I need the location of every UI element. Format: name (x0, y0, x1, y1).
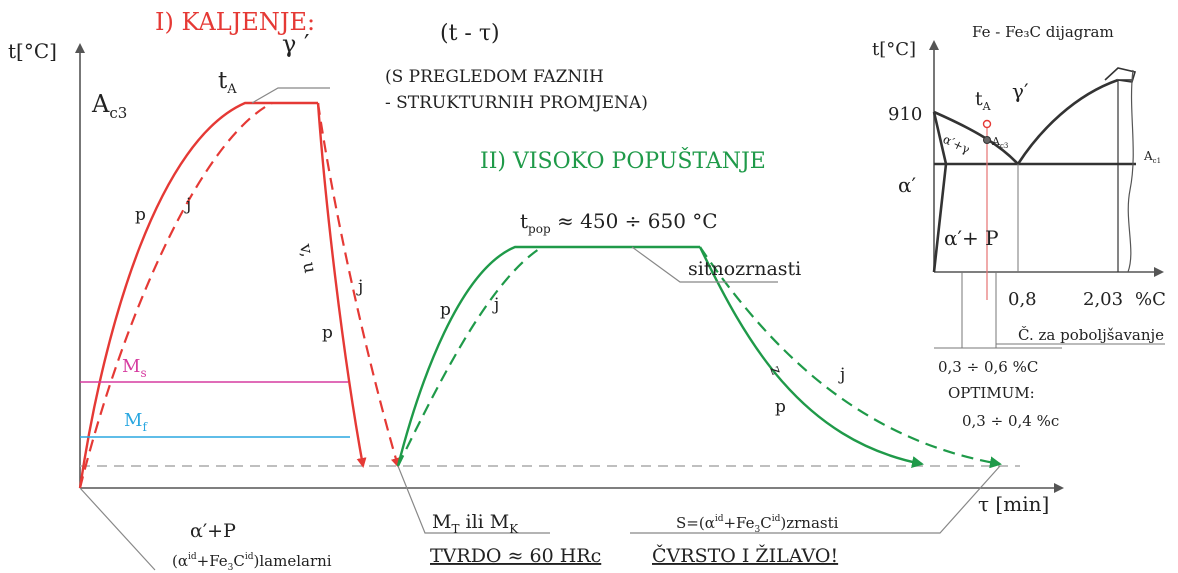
j-label-temper-heating: j (492, 295, 499, 315)
p-label-temper-cooling: p (775, 397, 786, 417)
inset-break-line (1127, 69, 1134, 273)
inset-x-0-8-label: 0,8 (1008, 289, 1037, 310)
gamma-prime-label: γ ′ (282, 30, 309, 58)
title-kaljenje: I) KALJENJE: (155, 8, 315, 36)
inset-ac3-label: Ac3 (991, 135, 1008, 150)
quench-heating-curve-dashed (78, 102, 273, 489)
inset-alpha-prime-label: α′ (898, 173, 917, 197)
temper-cooling-dashed-arrow (699, 246, 1002, 469)
inset-gamma-label: γ′ (1012, 79, 1029, 103)
main-x-axis-label: τ [min] (978, 492, 1049, 516)
tvrdo-label: TVRDO ≈ 60 HRc (430, 545, 601, 567)
inset-y-axis-label: t[°C] (872, 39, 916, 60)
s-zrnasti-label: S=(αid+Fe3Cid)zrnasti (676, 514, 839, 535)
ms-label: Ms (122, 356, 147, 380)
inset-fe-fe3c-diagram: Fe - Fe₃C dijagram t[°C] 910 tA γ′ Ac3 A… (872, 23, 1166, 430)
mf-label: Mf (124, 410, 148, 434)
mt-mk-label: MT ili MK (432, 511, 519, 536)
title-popustanje: II) VISOKO POPUŠTANJE (480, 147, 766, 174)
quench-cooling-dashed-arrow (316, 102, 401, 468)
inset-poboljsavanje-label: Č. za poboljšavanje (1018, 326, 1164, 344)
alpha-p-label: α′+P (190, 520, 236, 542)
inset-range-label: 0,3 ÷ 0,6 %C (938, 358, 1038, 376)
p-label-temper-heating: p (440, 300, 451, 320)
zrnasti-leader-line (630, 465, 1001, 534)
j-label-cooling: j (356, 277, 363, 297)
tpop-label: tpop ≈ 450 ÷ 650 °C (520, 209, 718, 236)
lamelarni-leader-line (79, 487, 156, 571)
inset-ac3-point (983, 136, 991, 144)
inset-alpha-gamma-label: α′+γ (941, 132, 972, 157)
inset-910-label: 910 (888, 104, 922, 125)
temper-cooling-solid-arrow (698, 246, 924, 468)
inset-optimum-label: OPTIMUM: (948, 384, 1035, 402)
quench-heating-curve-solid (78, 101, 318, 489)
inset-optimum-value: 0,3 ÷ 0,4 %c (962, 412, 1059, 430)
inset-ac1-label: Ac1 (1143, 149, 1161, 165)
p-label-cooling: p (322, 323, 333, 343)
main-y-axis-label: t[°C] (8, 39, 57, 63)
temper-heating-curve-solid (396, 245, 700, 467)
inset-title: Fe - Fe₃C dijagram (972, 23, 1114, 41)
mt-leader-line (397, 465, 550, 534)
ta-label: tA (218, 68, 237, 97)
inset-x-2-03-label: 2,03 (1083, 289, 1123, 310)
sitnozrnasti-leader-line (631, 246, 778, 283)
gamma-leader-line (251, 87, 330, 104)
subtitle-line1: (S PREGLEDOM FAZNIH (385, 67, 604, 87)
inset-acm-line (1016, 78, 1119, 165)
inset-ta-label: tA (975, 88, 992, 113)
inset-alpha-boundary (932, 111, 948, 273)
inset-ta-point (982, 119, 992, 129)
inset-pct-c-label: %C (1135, 289, 1166, 310)
inset-alpha-p-label: α′+ P (944, 226, 999, 250)
inset-top-right-detail (1104, 67, 1137, 83)
p-label-heating: p (135, 205, 146, 225)
quench-cooling-solid-arrow (316, 102, 367, 468)
vu-label: v, u (295, 241, 320, 274)
sitnozrnasti-label: sitnozrnasti (688, 258, 801, 280)
j-label-heating: j (184, 195, 191, 215)
j-label-temper-cooling: j (838, 365, 845, 385)
subtitle-line2: - STRUKTURNIH PROMJENA) (385, 93, 648, 113)
cvrsto-label: ČVRSTO I ŽILAVO! (652, 544, 838, 567)
ac3-main-label: Ac3 (91, 90, 127, 122)
temper-heating-curve-dashed (397, 246, 543, 467)
lamelarni-label: (αid+Fe3Cid)lamelarni (172, 552, 332, 573)
t-tau-label: (t - τ) (440, 21, 500, 46)
